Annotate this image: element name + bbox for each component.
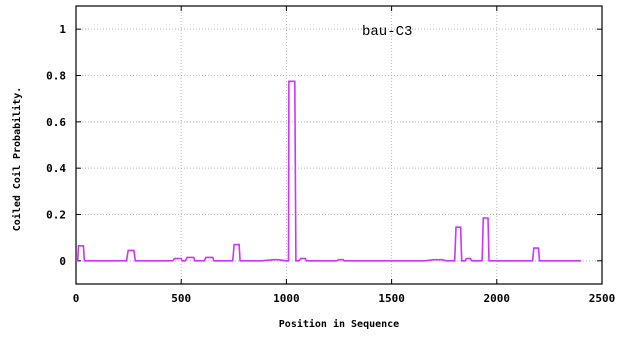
x-tick-label: 2000 [484,292,511,305]
y-tick-label: 1 [59,23,66,36]
x-tick-label: 1500 [378,292,405,305]
y-tick-label: 0.2 [46,209,66,222]
x-tick-label: 1000 [273,292,300,305]
tick-labels: 0 500 1000 1500 2000 2500 0 0.2 0.4 0.6 0.8 1 [46,23,615,305]
grid [76,6,602,284]
series-label-bau-c3: bau-C3 [362,24,412,40]
x-tick-label: 0 [73,292,80,305]
series-layer [76,80,581,262]
series-line-bau-c3 [76,80,581,262]
x-axis-label: Position in Sequence [279,318,399,330]
axes [75,5,603,285]
plot-frame [75,5,603,285]
x-tick-label: 500 [171,292,191,305]
y-tick-label: 0.4 [46,162,66,175]
y-axis-label: Coiled Coil Probability. [11,87,23,232]
y-tick-label: 0.6 [46,116,66,129]
y-tick-label: 0 [59,255,66,268]
x-tick-label: 2500 [589,292,616,305]
y-tick-label: 0.8 [46,70,66,83]
